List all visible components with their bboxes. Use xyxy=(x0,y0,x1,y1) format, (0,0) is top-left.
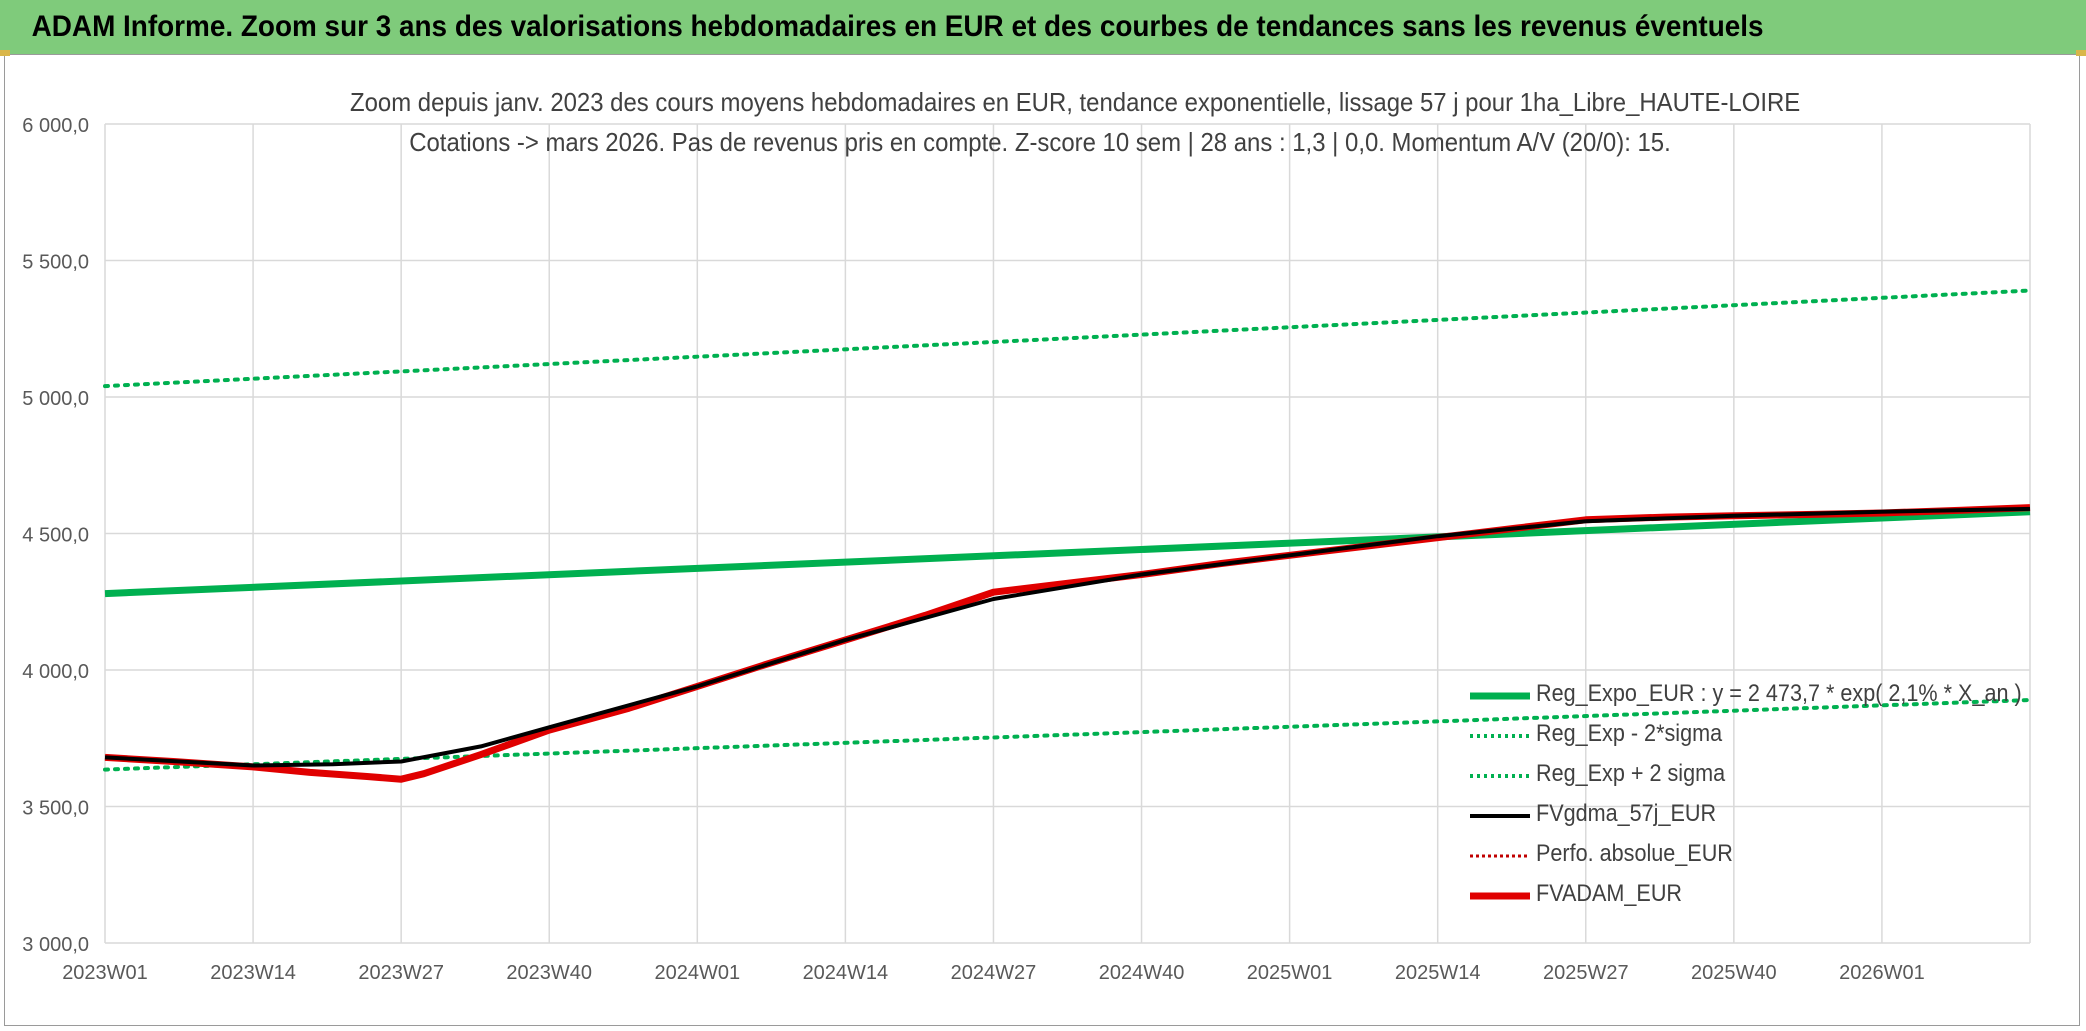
x-tick-label: 2023W27 xyxy=(358,962,444,984)
legend-swatch xyxy=(1470,734,1530,738)
y-tick-label: 3 500,0 xyxy=(22,798,89,820)
legend-label: FVADAM_EUR xyxy=(1536,880,1683,907)
legend-item: Reg_Exp - 2*sigma xyxy=(1468,716,2068,756)
x-tick-label: 2025W14 xyxy=(1395,962,1481,984)
x-tick-label: 2025W40 xyxy=(1691,962,1777,984)
x-tick-label: 2024W40 xyxy=(1099,962,1185,984)
y-tick-label: 3 000,0 xyxy=(22,934,89,956)
report-title: ADAM Informe. Zoom sur 3 ans des valoris… xyxy=(31,10,1764,43)
y-tick-label: 5 000,0 xyxy=(22,388,89,410)
series-line xyxy=(104,506,2031,768)
chart-title-line-1: Zoom depuis janv. 2023 des cours moyens … xyxy=(350,87,1801,117)
x-tick-label: 2024W01 xyxy=(654,962,740,984)
legend-swatch xyxy=(1470,774,1530,778)
x-tick-label: 2026W01 xyxy=(1839,962,1925,984)
x-tick-label: 2024W14 xyxy=(803,962,889,984)
x-tick-label: 2023W40 xyxy=(506,962,592,984)
legend-label: Reg_Exp + 2 sigma xyxy=(1536,760,1726,787)
y-tick-label: 5 500,0 xyxy=(22,252,89,274)
frame-corner-marker xyxy=(0,50,10,56)
x-tick-label: 2024W27 xyxy=(951,962,1037,984)
legend-label: Perfo. absolue_EUR xyxy=(1536,840,1733,867)
legend-swatch xyxy=(1470,692,1530,700)
report-banner: ADAM Informe. Zoom sur 3 ans des valoris… xyxy=(0,0,2086,54)
series-line xyxy=(104,508,2031,598)
x-tick-label: 2023W01 xyxy=(62,962,148,984)
legend-item: Reg_Expo_EUR : y = 2 473,7 * exp( 2,1% *… xyxy=(1468,676,2068,716)
legend-item: Perfo. absolue_EUR xyxy=(1468,836,2068,876)
x-tick-label: 2025W01 xyxy=(1247,962,1333,984)
legend-swatch xyxy=(1470,854,1530,858)
x-tick-label: 2023W14 xyxy=(210,962,296,984)
legend-item: FVgdma_57j_EUR xyxy=(1468,796,2068,836)
y-tick-label: 4 500,0 xyxy=(22,525,89,547)
series-line xyxy=(103,288,2032,389)
x-tick-label: 2025W27 xyxy=(1543,962,1629,984)
y-tick-label: 6 000,0 xyxy=(22,115,89,137)
legend-label: Reg_Exp - 2*sigma xyxy=(1536,720,1723,747)
legend-swatch xyxy=(1470,892,1530,900)
frame-corner-marker xyxy=(2076,50,2086,56)
chart-legend: Reg_Expo_EUR : y = 2 473,7 * exp( 2,1% *… xyxy=(1468,676,2068,916)
legend-label: Reg_Expo_EUR : y = 2 473,7 * exp( 2,1% *… xyxy=(1536,680,2022,707)
legend-item: Reg_Exp + 2 sigma xyxy=(1468,756,2068,796)
y-tick-label: 4 000,0 xyxy=(22,661,89,683)
chart-title: Zoom depuis janv. 2023 des cours moyens … xyxy=(290,82,1801,162)
legend-swatch xyxy=(1470,814,1530,818)
legend-label: FVgdma_57j_EUR xyxy=(1536,800,1717,827)
chart-title-line-2: Cotations -> mars 2026. Pas de revenus p… xyxy=(409,127,1671,157)
legend-item: FVADAM_EUR xyxy=(1468,876,2068,916)
